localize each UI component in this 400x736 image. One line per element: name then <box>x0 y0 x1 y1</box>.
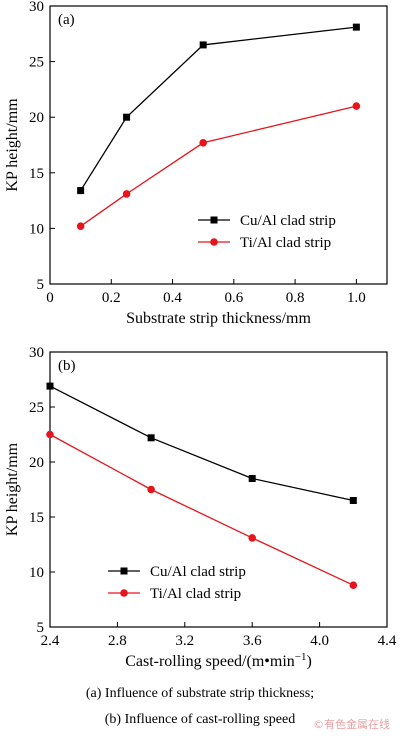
data-point-ti-al <box>248 534 256 542</box>
legend-label: Ti/Al clad strip <box>240 235 331 251</box>
chart-panel-a: 0 0.2 0.4 0.6 0.8 1.0 5 10 15 20 25 30 (a) Substrate … <box>4 0 388 327</box>
x-tick-label: 4.0 <box>310 633 329 649</box>
y-tick-label: 15 <box>29 510 44 526</box>
y-tick-label: 30 <box>29 0 44 15</box>
watermark: ©有色金属在线 <box>313 718 390 731</box>
panel-label: (a) <box>58 12 75 28</box>
series-line-ti-al <box>80 105 357 227</box>
plot-frame <box>49 351 388 628</box>
x-tick-label: 3.2 <box>175 633 194 649</box>
panel-label: (b) <box>58 358 76 374</box>
x-axis-label-superscript: −1 <box>295 651 307 663</box>
x-axis-label-end: ) <box>306 653 311 670</box>
legend-label: Ti/Al clad strip <box>150 586 241 602</box>
x-axis-label: Cast-rolling speed/(m•min−1) <box>125 651 312 670</box>
data-point-ti-al <box>122 190 131 198</box>
y-tick-label: 20 <box>29 455 44 471</box>
data-point-ti-al <box>147 485 155 494</box>
series-line-cu-al <box>80 26 357 191</box>
y-tick-label: 10 <box>29 565 44 581</box>
legend-marker-circle <box>120 589 128 597</box>
x-tick-label: 2.4 <box>41 633 60 649</box>
series-line-cu-al <box>49 385 354 502</box>
caption-a: (a) Influence of substrate strip thickne… <box>85 686 315 701</box>
legend-label: Cu/Al clad strip <box>240 213 336 229</box>
y-axis-label: KP height/mm <box>4 98 21 192</box>
x-tick-label: 0.6 <box>224 290 243 306</box>
data-point-cu-al <box>248 475 256 482</box>
data-point-ti-al <box>199 138 207 147</box>
y-tick-label: 25 <box>29 55 44 71</box>
caption-b: (b) Influence of cast-rolling speed <box>104 712 296 727</box>
x-tick-label: 4.4 <box>378 633 397 649</box>
legend-marker-circle <box>210 238 218 246</box>
data-point-cu-al <box>46 382 54 390</box>
chart-panel-b: 2.4 2.8 3.2 3.6 4.0 4.4 5 10 15 20 25 30 (b) Cast-rol… <box>4 345 397 670</box>
x-tick-label: 2.8 <box>108 633 127 649</box>
data-point-ti-al <box>46 430 54 439</box>
x-tick-label: 0 <box>46 290 54 306</box>
data-point-cu-al <box>352 23 360 31</box>
data-point-ti-al <box>349 581 358 589</box>
x-tick-label: 1.0 <box>347 290 366 306</box>
x-tick-label: 0.4 <box>163 290 182 306</box>
data-point-cu-al <box>147 434 155 442</box>
legend-marker-square <box>120 567 128 575</box>
data-point-ti-al <box>76 222 85 230</box>
y-tick-label: 30 <box>29 345 44 361</box>
data-point-ti-al <box>352 102 361 110</box>
plot-frame <box>49 5 388 285</box>
legend-label: Cu/Al clad strip <box>150 564 246 580</box>
y-tick-label: 10 <box>29 221 44 237</box>
y-tick-label: 15 <box>29 166 44 182</box>
y-tick-label: 25 <box>29 400 44 416</box>
data-point-cu-al <box>123 113 131 121</box>
y-tick-label: 5 <box>37 277 45 293</box>
data-point-cu-al <box>77 187 85 195</box>
x-tick-label: 0.8 <box>286 290 305 306</box>
series-line-ti-al <box>49 433 354 586</box>
data-point-cu-al <box>349 497 357 504</box>
x-tick-label: 0.2 <box>102 290 121 306</box>
x-tick-label: 3.6 <box>243 633 262 649</box>
x-axis-label: Substrate strip thickness/mm <box>126 310 311 327</box>
y-axis-label: KP height/mm <box>4 442 21 536</box>
y-tick-label: 20 <box>29 110 44 126</box>
data-point-cu-al <box>199 41 207 49</box>
legend-marker-square <box>210 216 218 224</box>
y-tick-label: 5 <box>37 620 45 636</box>
